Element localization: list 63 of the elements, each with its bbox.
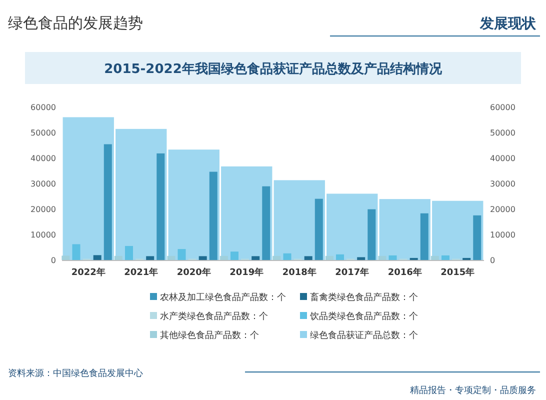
bar (420, 213, 428, 260)
legend-label: 水产类绿色食品产品数：个 (160, 311, 268, 322)
bar (209, 172, 218, 260)
bar (441, 255, 450, 260)
bar (357, 257, 366, 260)
bar (272, 256, 281, 260)
x-tick-label: 2016年 (388, 267, 422, 278)
y-tick-label: 20000 (30, 205, 56, 214)
bar (368, 209, 376, 260)
legend-label: 绿色食品获证产品总数：个 (310, 330, 418, 341)
bar (167, 256, 176, 260)
bar (262, 186, 270, 260)
bar (473, 215, 482, 260)
y-tick-label: 10000 (30, 230, 56, 240)
bar (62, 256, 70, 260)
bar (252, 256, 260, 260)
bar (304, 256, 312, 260)
x-tick-label: 2015年 (440, 267, 475, 278)
y-tick-label: 0 (50, 256, 56, 265)
y2-tick-label: 40000 (490, 154, 516, 163)
bar (388, 255, 397, 260)
y-tick-label: 40000 (30, 154, 56, 163)
bar (178, 249, 186, 260)
legend-label: 其他绿色食品产品数：个 (160, 330, 259, 341)
chart-title: 2015-2022年我国绿色食品获证产品总数及产品结构情况 (104, 61, 443, 77)
bar (336, 254, 344, 260)
legend-label: 畜禽类绿色食品产品数：个 (310, 292, 418, 303)
x-tick-label: 2020年 (176, 267, 211, 278)
legend-label: 农林及加工绿色食品产品数：个 (160, 292, 286, 303)
bar (124, 246, 133, 260)
y2-tick-label: 10000 (490, 230, 516, 240)
y-tick-label: 60000 (30, 103, 56, 112)
y2-tick-label: 60000 (490, 103, 516, 112)
bar (230, 252, 238, 260)
bar (104, 144, 112, 260)
bar (325, 256, 334, 260)
text: 发展现状 (479, 16, 537, 32)
bar (220, 256, 228, 260)
text: 资料来源：中国绿色食品发展中心 (8, 368, 143, 379)
bar (114, 256, 122, 260)
bar (156, 153, 165, 260)
bar (314, 198, 323, 260)
x-tick-label: 2018年 (282, 267, 316, 278)
bar (198, 256, 207, 260)
legend-label: 饮品类绿色食品产品数：个 (309, 311, 418, 322)
x-tick-label: 2022年 (71, 267, 106, 278)
bar (378, 256, 386, 260)
y2-tick-label: 20000 (490, 205, 516, 214)
x-tick-label: 2017年 (335, 267, 370, 278)
text: 绿色食品的发展趋势 (8, 14, 143, 32)
y-tick-label: 50000 (30, 128, 56, 138)
x-tick-label: 2021年 (124, 267, 158, 278)
y2-tick-label: 0 (490, 256, 496, 265)
bar (72, 244, 80, 260)
bar (283, 253, 292, 260)
x-tick-label: 2019年 (230, 267, 264, 278)
bar (430, 256, 439, 260)
y2-tick-label: 50000 (490, 128, 516, 138)
y-tick-label: 30000 (30, 180, 56, 188)
text: 精品报告・专项定制・品质服务 (410, 385, 536, 396)
bar (146, 256, 154, 260)
y2-tick-label: 30000 (490, 180, 516, 188)
bar (93, 255, 102, 260)
